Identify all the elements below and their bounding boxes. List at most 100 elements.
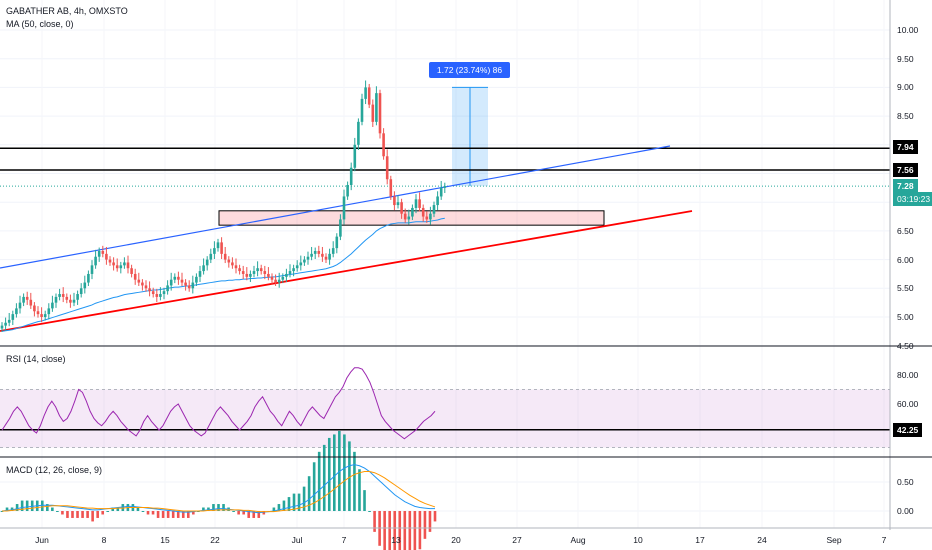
candle-body	[382, 133, 385, 157]
macd-histogram-bar	[282, 500, 286, 511]
candle-body	[58, 294, 61, 297]
macd-histogram-bar	[91, 511, 94, 522]
candle-body	[65, 296, 69, 300]
red-trendline	[0, 210, 693, 332]
macd-histogram-bar	[15, 504, 19, 511]
macd-histogram-bar	[237, 511, 240, 515]
price-pane[interactable]	[0, 80, 890, 332]
candle-body	[94, 256, 97, 266]
candle-body	[393, 196, 396, 206]
candle-body	[195, 276, 198, 283]
candle-body	[184, 282, 187, 286]
signal-line	[2, 471, 436, 513]
macd-histogram-bar	[111, 507, 115, 511]
rsi-tick-label: 60.00	[897, 399, 919, 409]
candle-body	[69, 299, 72, 303]
macd-pane[interactable]	[0, 430, 437, 550]
candle-body	[101, 250, 105, 254]
macd-histogram-bar	[322, 444, 326, 511]
macd-line	[1, 464, 435, 514]
macd-histogram-bar	[317, 451, 321, 511]
macd-histogram-bar	[106, 511, 110, 512]
macd-histogram-bar	[20, 500, 24, 511]
candle-body	[270, 276, 274, 280]
candle-body	[148, 288, 151, 292]
candle-body	[360, 98, 364, 122]
macd-histogram-bar	[388, 511, 391, 550]
candle-body	[324, 256, 328, 260]
candle-body	[353, 144, 357, 168]
macd-histogram-bar	[40, 500, 44, 511]
candle-body	[141, 282, 144, 286]
symbol-legend[interactable]: GABATHER AB, 4h, OMXSTO	[6, 6, 128, 16]
macd-legend[interactable]: MACD (12, 26, close, 9)	[6, 465, 103, 475]
macd-histogram-bar	[192, 511, 195, 515]
level-low-tag: 7.56	[893, 163, 918, 177]
macd-histogram-bar	[353, 451, 356, 511]
candle-body	[191, 282, 195, 289]
macd-histogram-bar	[232, 511, 235, 512]
macd-histogram-bar	[207, 507, 210, 511]
candle-body	[123, 262, 126, 266]
macd-histogram-bar	[202, 507, 205, 511]
candle-body	[119, 265, 123, 269]
macd-histogram-bar	[186, 511, 190, 518]
candle-body	[245, 273, 249, 277]
macd-histogram-bar	[428, 511, 432, 532]
candle-body	[306, 256, 310, 260]
candle-body	[252, 271, 256, 274]
price-tick-label: 9.50	[897, 53, 914, 64]
macd-histogram-bar	[76, 511, 79, 518]
macd-histogram-bar	[25, 500, 29, 511]
price-tick-label: 5.50	[897, 283, 914, 294]
macd-histogram-bar	[136, 507, 140, 511]
macd-histogram-bar	[398, 511, 402, 550]
last-price-tag: 7.28	[893, 179, 918, 193]
candle-body	[169, 279, 173, 286]
candle-body	[205, 259, 209, 266]
candle-body	[328, 253, 331, 260]
rsi-pane[interactable]	[0, 367, 890, 448]
candle-body	[432, 205, 436, 214]
macd-histogram-bar	[66, 511, 69, 518]
candle-body	[209, 253, 213, 260]
candle-body	[112, 262, 115, 266]
macd-histogram-bar	[242, 511, 245, 515]
ma-legend[interactable]: MA (50, close, 0)	[6, 19, 74, 29]
candle-body	[166, 285, 169, 292]
candle-body	[259, 268, 263, 272]
candle-body	[418, 199, 421, 208]
candle-body	[11, 314, 15, 320]
price-tick-label: 4.50	[897, 340, 914, 351]
candle-body	[364, 87, 367, 99]
blue-trendline	[0, 145, 671, 269]
candle-body	[25, 296, 29, 300]
candle-body	[439, 187, 443, 197]
time-tick-label: 10	[633, 535, 643, 545]
macd-histogram-bar	[333, 434, 336, 511]
candle-body	[0, 325, 4, 329]
price-tick-label: 8.50	[897, 111, 914, 122]
candle-body	[267, 273, 270, 277]
rsi-legend[interactable]: RSI (14, close)	[6, 354, 66, 364]
candle-body	[162, 291, 166, 295]
candle-body	[303, 259, 306, 263]
candle-body	[54, 296, 58, 303]
macd-histogram-bar	[166, 511, 170, 518]
time-tick-label: 22	[210, 535, 220, 545]
macd-histogram-bar	[151, 511, 155, 515]
candle-body	[241, 271, 245, 274]
macd-histogram-bar	[423, 511, 427, 539]
macd-histogram-bar	[81, 511, 84, 518]
candle-body	[173, 276, 177, 280]
candle-body	[295, 265, 299, 269]
candle-body	[378, 93, 382, 134]
candle-body	[256, 268, 259, 272]
candle-body	[51, 302, 54, 309]
macd-histogram-bar	[101, 511, 104, 515]
macd-histogram-bar	[141, 511, 145, 512]
time-tick-label: Jul	[291, 535, 303, 545]
macd-histogram-bar	[86, 511, 89, 518]
candle-body	[108, 259, 112, 263]
